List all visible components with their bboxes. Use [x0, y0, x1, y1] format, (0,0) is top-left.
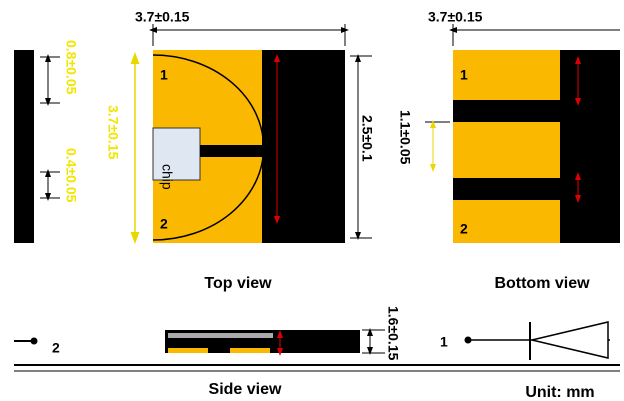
- gap-height-label: 0.4±0.05: [63, 148, 79, 203]
- pin-label: 2: [460, 221, 468, 237]
- pin-label: 1: [460, 67, 468, 83]
- left-profile: 0.8±0.05 0.4±0.05: [14, 40, 79, 243]
- top-view: 3.7±0.15 3.7±0.15 chip 1 2 2.5±0.1 Top v…: [105, 9, 375, 293]
- inner-height-label: 2.5±0.1: [359, 115, 375, 162]
- chip-label: chip: [159, 164, 175, 190]
- top-width-label: 3.7±0.15: [135, 9, 190, 25]
- height-label: 3.7±0.15: [105, 105, 121, 160]
- bottom-view: 3.7±0.15 1 2 1.1±0.05 Bottom view: [397, 9, 620, 292]
- view-title: Bottom view: [494, 275, 590, 292]
- unit-label: Unit: mm: [525, 384, 594, 401]
- view-title: Side view: [209, 381, 282, 398]
- side-view: 2 1.6±0.15 1 Side view Unit: mm: [14, 306, 620, 401]
- pin-label: 1: [160, 67, 168, 83]
- bottom-width-label: 3.7±0.15: [428, 9, 483, 25]
- pin-label: 1: [440, 334, 448, 350]
- bottom-gap-label: 1.1±0.05: [397, 110, 413, 165]
- pin-label: 2: [160, 216, 168, 232]
- pad-height-label: 0.8±0.05: [63, 40, 79, 95]
- pin-label: 2: [52, 340, 60, 356]
- thickness-label: 1.6±0.15: [385, 306, 401, 361]
- view-title: Top view: [204, 275, 272, 292]
